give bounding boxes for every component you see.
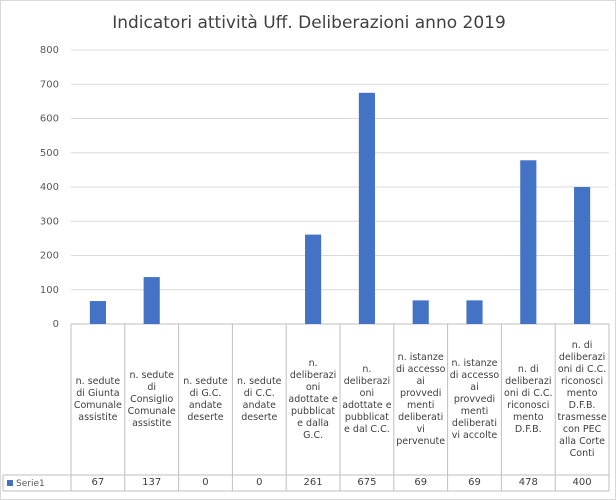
table-value: 69 bbox=[468, 477, 481, 488]
category-label: n. deliberazioni adottate e pubblicate d… bbox=[342, 363, 392, 435]
category-label: n. di deliberazioni di C.C. riconoscimen… bbox=[504, 363, 553, 435]
category-label: n. istanze di accesso ai provvedimenti d… bbox=[395, 351, 446, 447]
table-value: 478 bbox=[518, 477, 538, 488]
category-label: n. istanze di accesso ai provvedimenti d… bbox=[449, 357, 500, 441]
y-tick-label: 100 bbox=[40, 285, 59, 296]
table-value: 675 bbox=[357, 477, 377, 488]
table-value: 67 bbox=[91, 477, 105, 488]
bar bbox=[143, 277, 160, 324]
bar bbox=[412, 300, 429, 324]
y-tick-label: 200 bbox=[40, 251, 59, 262]
table-value: 137 bbox=[142, 477, 162, 488]
legend-label: Serie1 bbox=[16, 479, 45, 489]
chart-title: Indicatori attività Uff. Deliberazioni a… bbox=[112, 13, 506, 33]
y-tick-label: 300 bbox=[40, 216, 59, 227]
category-label: n. deliberazioni adottate e pubblicate d… bbox=[288, 357, 338, 441]
category-label: n. sedute di C.C. andate deserte bbox=[237, 375, 282, 423]
table-value: 261 bbox=[303, 477, 323, 488]
category-label: n. di deliberazioni di C.C. riconoscimen… bbox=[557, 339, 607, 459]
category-label: n. sedute di Consiglio Comunale assistit… bbox=[127, 369, 176, 429]
y-tick-label: 800 bbox=[40, 45, 59, 56]
y-tick-label: 400 bbox=[40, 182, 59, 193]
y-tick-label: 700 bbox=[40, 79, 59, 90]
bar bbox=[466, 300, 483, 324]
category-label: n. sedute di Giunta Comunale assistite bbox=[73, 375, 122, 423]
bar bbox=[520, 160, 537, 324]
table-value: 0 bbox=[256, 477, 263, 488]
table-value: 69 bbox=[414, 477, 428, 488]
bar bbox=[305, 234, 322, 324]
bar bbox=[89, 301, 106, 324]
bar bbox=[574, 187, 591, 324]
y-tick-label: 500 bbox=[40, 148, 59, 159]
category-label: n. sedute di G.C. andate deserte bbox=[183, 375, 228, 423]
table-value: 400 bbox=[572, 477, 592, 488]
legend-key bbox=[7, 480, 13, 486]
table-value: 0 bbox=[202, 477, 209, 488]
y-tick-label: 600 bbox=[40, 114, 59, 125]
bar bbox=[358, 92, 375, 324]
y-tick-label: 0 bbox=[53, 319, 59, 330]
